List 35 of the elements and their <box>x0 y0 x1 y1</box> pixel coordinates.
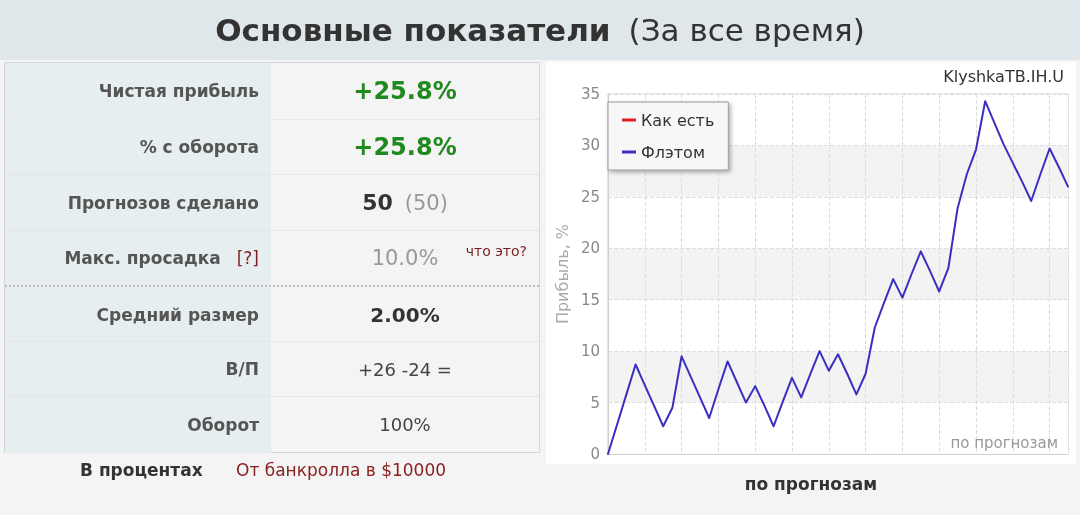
text: % с оборота <box>139 137 259 158</box>
legend-label: Флэтом <box>641 142 705 162</box>
y-tick-label: 0 <box>590 445 600 463</box>
text: +26 -24 = <box>358 358 452 380</box>
y-axis-title: Прибыль, % <box>552 223 572 325</box>
text: по прогнозам <box>743 474 879 494</box>
text: 2.00% <box>370 302 440 327</box>
text: Чистая прибыль <box>98 80 259 101</box>
text: KlyshkaTB.IH.U <box>943 66 1065 86</box>
text: (50) <box>404 190 448 215</box>
y-tick-label: 25 <box>580 187 600 206</box>
text: что это? <box>465 242 527 259</box>
legend-label: Как есть <box>641 110 715 130</box>
text: В/П <box>225 359 259 380</box>
y-tick-label: 5 <box>590 393 600 412</box>
text: Макс. просадка <box>64 248 221 269</box>
text: В процентах <box>80 460 203 480</box>
text: (За все время) <box>628 12 865 48</box>
x-axis-title: по прогнозам <box>950 433 1058 452</box>
text: Прогнозов сделано <box>67 192 259 213</box>
text: +25.8% <box>353 76 457 105</box>
text: 100% <box>379 414 431 436</box>
text: От банкролла в $10000 <box>236 460 447 480</box>
text: [?] <box>236 248 259 269</box>
text: Средний размер <box>96 304 259 325</box>
text: +25.8% <box>353 133 457 162</box>
y-tick-label: 35 <box>580 85 600 103</box>
text: Оборот <box>187 414 259 435</box>
text: Основные показатели <box>215 12 611 48</box>
y-tick-label: 20 <box>580 239 600 258</box>
text: 50 <box>362 190 393 216</box>
y-tick-label: 15 <box>580 290 600 309</box>
y-tick-label: 10 <box>580 342 600 361</box>
y-tick-label: 30 <box>580 136 600 155</box>
text: 10.0% <box>371 246 439 271</box>
